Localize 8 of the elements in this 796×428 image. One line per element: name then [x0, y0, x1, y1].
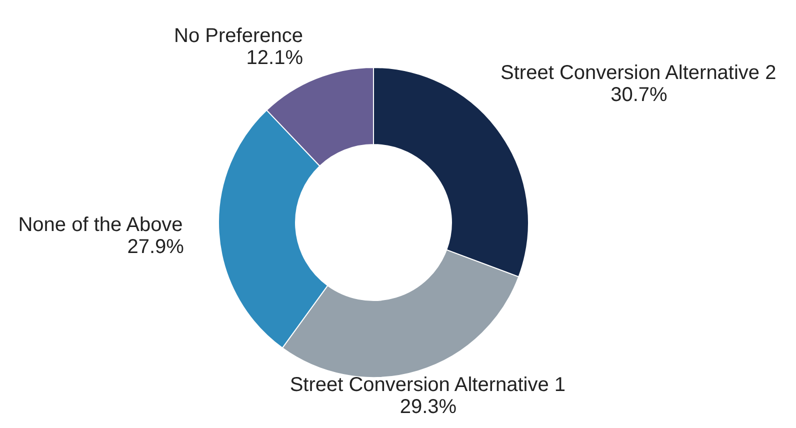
data-label: 29.3%	[400, 396, 457, 418]
slice-label: None of the Above	[18, 214, 183, 236]
slice-label: Street Conversion Alternative 1	[290, 374, 566, 396]
data-label: 12.1%	[246, 47, 304, 70]
data-label: 27.9%	[127, 236, 184, 258]
slice-label: No Preference	[174, 25, 304, 48]
slice-label: Street Conversion Alternative 2	[500, 62, 776, 84]
data-label: 30.7%	[610, 84, 668, 106]
